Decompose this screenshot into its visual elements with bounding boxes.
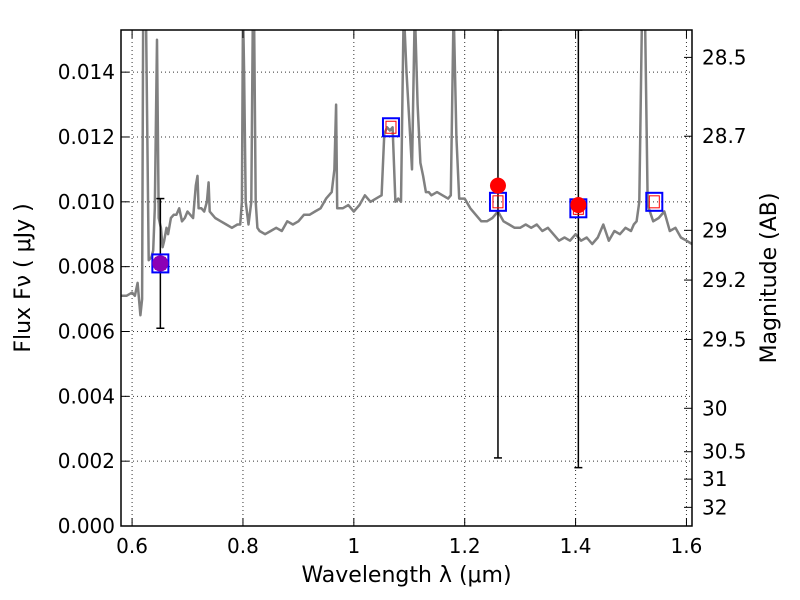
model-spectrum-line xyxy=(121,30,692,317)
y-tick-label: 0.008 xyxy=(58,255,115,279)
y-tick-label: 0.002 xyxy=(58,449,115,473)
y-tick-label: 0.014 xyxy=(58,60,115,84)
mag-tick-label: 30 xyxy=(702,396,727,420)
mag-tick-label: 29 xyxy=(702,218,727,242)
mag-tick-label: 32 xyxy=(702,495,727,519)
mag-tick-label: 29.2 xyxy=(702,268,747,292)
gridlines xyxy=(121,30,692,527)
observed-flux-point xyxy=(570,197,587,214)
x-tick-label: 1.2 xyxy=(449,534,481,558)
mag-tick-label: 30.5 xyxy=(702,440,747,464)
model-photometry-inner xyxy=(492,195,504,209)
mag-tick-label: 28.7 xyxy=(702,124,747,148)
plot-frame xyxy=(120,29,693,527)
y-tick-label: 0.006 xyxy=(58,319,115,343)
y-axis-label: Flux Fν ( μJy ) xyxy=(11,203,36,352)
error-bars xyxy=(156,30,583,469)
observed-flux-point xyxy=(489,177,506,194)
mag-tick-label: 31 xyxy=(702,467,727,491)
x-tick-label: 0.6 xyxy=(116,534,148,558)
model-photometry-inner xyxy=(648,195,660,209)
mag-tick-label: 28.5 xyxy=(702,45,747,69)
x-tick-label: 1.6 xyxy=(671,534,703,558)
x-tick-label: 0.8 xyxy=(227,534,259,558)
y-tick-label: 0.012 xyxy=(58,125,115,149)
x-tick-label: 1.4 xyxy=(560,534,592,558)
observed-flux-point xyxy=(152,255,169,272)
y-tick-label: 0.004 xyxy=(58,384,115,408)
x-axis-label: Wavelength λ (μm) xyxy=(301,563,511,588)
model-photometry-inner xyxy=(385,120,397,134)
y-tick-label: 0.010 xyxy=(58,190,115,214)
model-photometry-box xyxy=(645,191,664,212)
mag-tick-label: 29.5 xyxy=(702,327,747,351)
model-photometry-box xyxy=(381,117,400,138)
y-tick-label: 0.000 xyxy=(58,514,115,538)
magnitude-axis-label: Magnitude (AB) xyxy=(757,193,782,364)
x-tick-label: 1 xyxy=(347,534,360,558)
